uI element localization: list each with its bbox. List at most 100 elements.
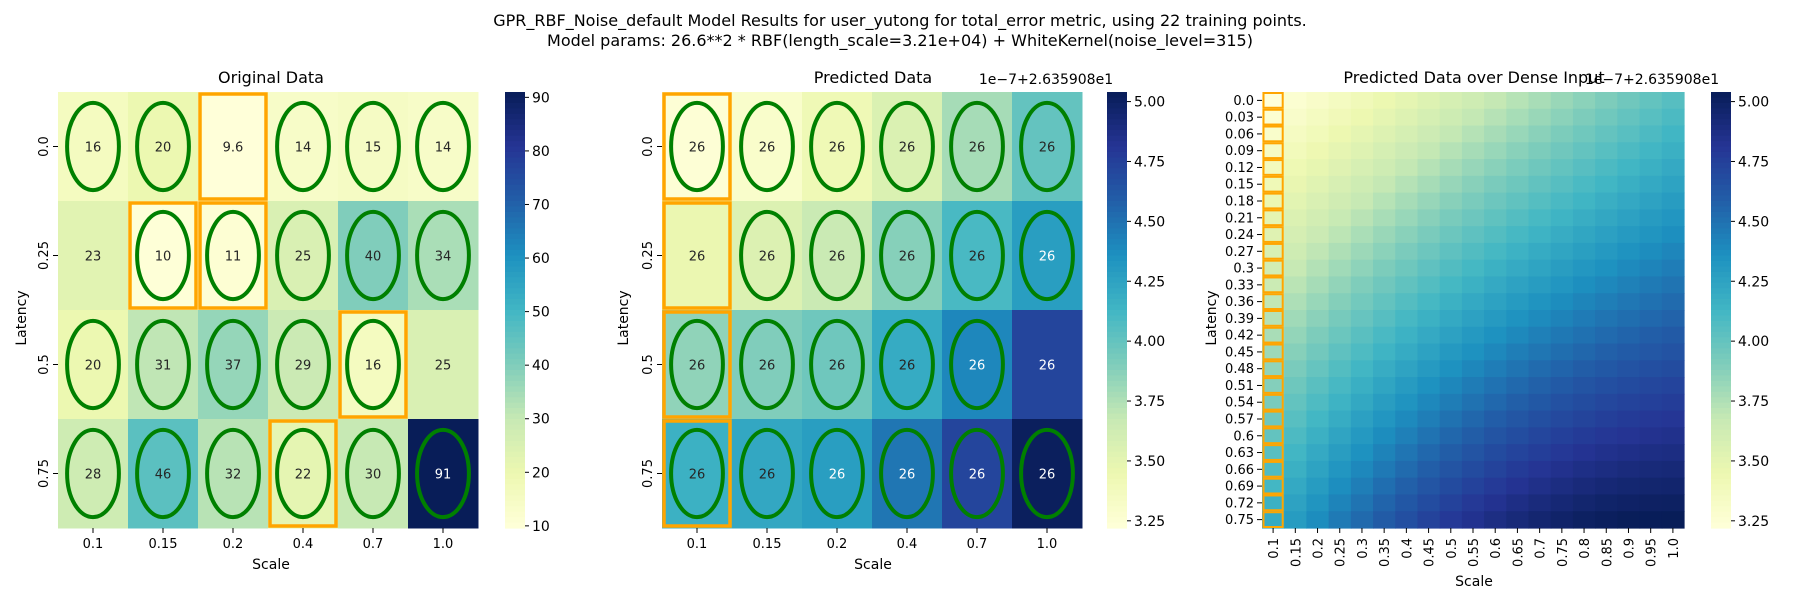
dense-cell — [1528, 460, 1552, 479]
dense-cell — [1661, 159, 1685, 177]
dense-cell — [1262, 477, 1285, 496]
dense-cell — [1661, 192, 1685, 210]
dense-cell — [1461, 460, 1485, 479]
dense-cell — [1572, 494, 1596, 512]
dense-xtick-label: 0.35 — [1378, 538, 1393, 567]
dense-cell — [1395, 159, 1419, 177]
original-xtick-label: 0.1 — [83, 537, 104, 552]
predicted-colorbar-segment — [1107, 473, 1127, 480]
original-cell — [128, 310, 199, 420]
dense-colorbar-segment — [1711, 293, 1731, 300]
predicted-colorbar-segment — [1107, 419, 1127, 426]
dense-cell — [1661, 393, 1685, 412]
dense-cell — [1617, 92, 1641, 110]
dense-xtick-label: 0.4 — [1400, 538, 1415, 559]
dense-cell — [1639, 494, 1663, 512]
dense-cell — [1528, 175, 1552, 194]
original-colorbar-segment — [505, 244, 525, 251]
dense-cell — [1639, 360, 1663, 378]
dense-cell — [1306, 343, 1330, 361]
dense-cell — [1506, 393, 1530, 412]
dense-cell — [1506, 159, 1530, 177]
original-colorbar-segment — [505, 413, 525, 420]
dense-highlight-box — [1262, 377, 1284, 394]
dense-xtick-label: 0.1 — [1267, 538, 1282, 559]
dense-cell — [1461, 125, 1485, 143]
dense-cell — [1617, 410, 1641, 428]
predicted-colorbar-tick-label: 4.00 — [1134, 334, 1165, 350]
dense-ytick-label: 0.36 — [1225, 295, 1254, 310]
dense-cell — [1506, 226, 1530, 244]
dense-cell — [1395, 293, 1419, 311]
dense-cell — [1373, 444, 1396, 462]
predicted-cell — [1012, 92, 1083, 202]
dense-cell — [1528, 511, 1552, 529]
dense-cell — [1328, 444, 1352, 462]
dense-colorbar-segment — [1711, 222, 1731, 229]
dense-cell — [1262, 460, 1285, 479]
dense-colorbar-segment — [1711, 211, 1731, 218]
dense-cell — [1461, 259, 1485, 278]
dense-cell — [1572, 343, 1596, 361]
original-colorbar-segment — [505, 250, 525, 257]
original-colorbar-segment — [505, 206, 525, 213]
predicted-cell — [802, 201, 873, 311]
predicted-cell-label: 26 — [829, 468, 846, 483]
original-colorbar-segment — [505, 92, 525, 99]
dense-xtick-label: 0.9 — [1622, 538, 1637, 559]
dense-cell — [1484, 293, 1507, 311]
dense-cell — [1595, 108, 1618, 127]
predicted-colorbar-segment — [1107, 179, 1127, 186]
dense-colorbar-segment — [1711, 277, 1731, 284]
dense-cell — [1528, 343, 1552, 361]
dense-highlight-box — [1262, 209, 1284, 227]
dense-cell — [1484, 460, 1507, 479]
predicted-ellipse-marker — [809, 209, 865, 302]
predicted-colorbar-segment — [1107, 250, 1127, 257]
original-colorbar-segment — [505, 102, 525, 109]
dense-xtick-label: 0.55 — [1467, 538, 1482, 567]
predicted-colorbar-tick-label: 3.50 — [1134, 454, 1165, 470]
dense-colorbar-tick-label: 3.75 — [1738, 394, 1769, 410]
predicted-cell-label: 26 — [759, 359, 776, 374]
dense-cell — [1395, 393, 1419, 412]
dense-cell — [1506, 410, 1530, 428]
dense-cell — [1661, 310, 1685, 328]
dense-cell — [1439, 192, 1463, 210]
dense-cell — [1395, 310, 1419, 328]
dense-cell — [1528, 410, 1552, 428]
dense-cell — [1617, 360, 1641, 378]
dense-cell — [1639, 92, 1663, 110]
dense-cell — [1661, 460, 1685, 479]
dense-colorbar-segment — [1711, 429, 1731, 436]
dense-cell — [1484, 494, 1507, 512]
dense-cell — [1350, 192, 1374, 210]
dense-cell — [1395, 259, 1419, 278]
dense-cell — [1550, 377, 1574, 395]
dense-cell — [1484, 192, 1507, 210]
dense-cell — [1506, 192, 1530, 210]
dense-highlight-box — [1262, 427, 1284, 445]
dense-colorbar-segment — [1711, 391, 1731, 398]
dense-cell — [1417, 343, 1441, 361]
dense-cell — [1350, 242, 1374, 261]
original-colorbar-tick-label: 70 — [532, 197, 550, 213]
dense-predicted-title: Predicted Data over Dense Input — [1343, 68, 1604, 87]
predicted-ytick-label: 0.5 — [641, 354, 656, 375]
predicted-cell — [872, 201, 943, 311]
predicted-colorbar-segment — [1107, 288, 1127, 295]
dense-highlight-box — [1262, 326, 1284, 344]
predicted-ellipse-marker — [809, 318, 865, 411]
dense-cell — [1461, 444, 1485, 462]
dense-ytick-label: 0.0 — [1233, 94, 1254, 109]
dense-cell — [1661, 410, 1685, 428]
dense-cell — [1306, 377, 1330, 395]
original-colorbar-segment — [505, 255, 525, 262]
dense-cell — [1439, 125, 1463, 143]
predicted-colorbar-segment — [1107, 342, 1127, 349]
original-colorbar-tick-label: 90 — [532, 90, 550, 106]
original-colorbar-segment — [505, 451, 525, 458]
dense-cell — [1395, 377, 1419, 395]
dense-cell — [1262, 209, 1285, 227]
predicted-colorbar-segment — [1107, 359, 1127, 366]
